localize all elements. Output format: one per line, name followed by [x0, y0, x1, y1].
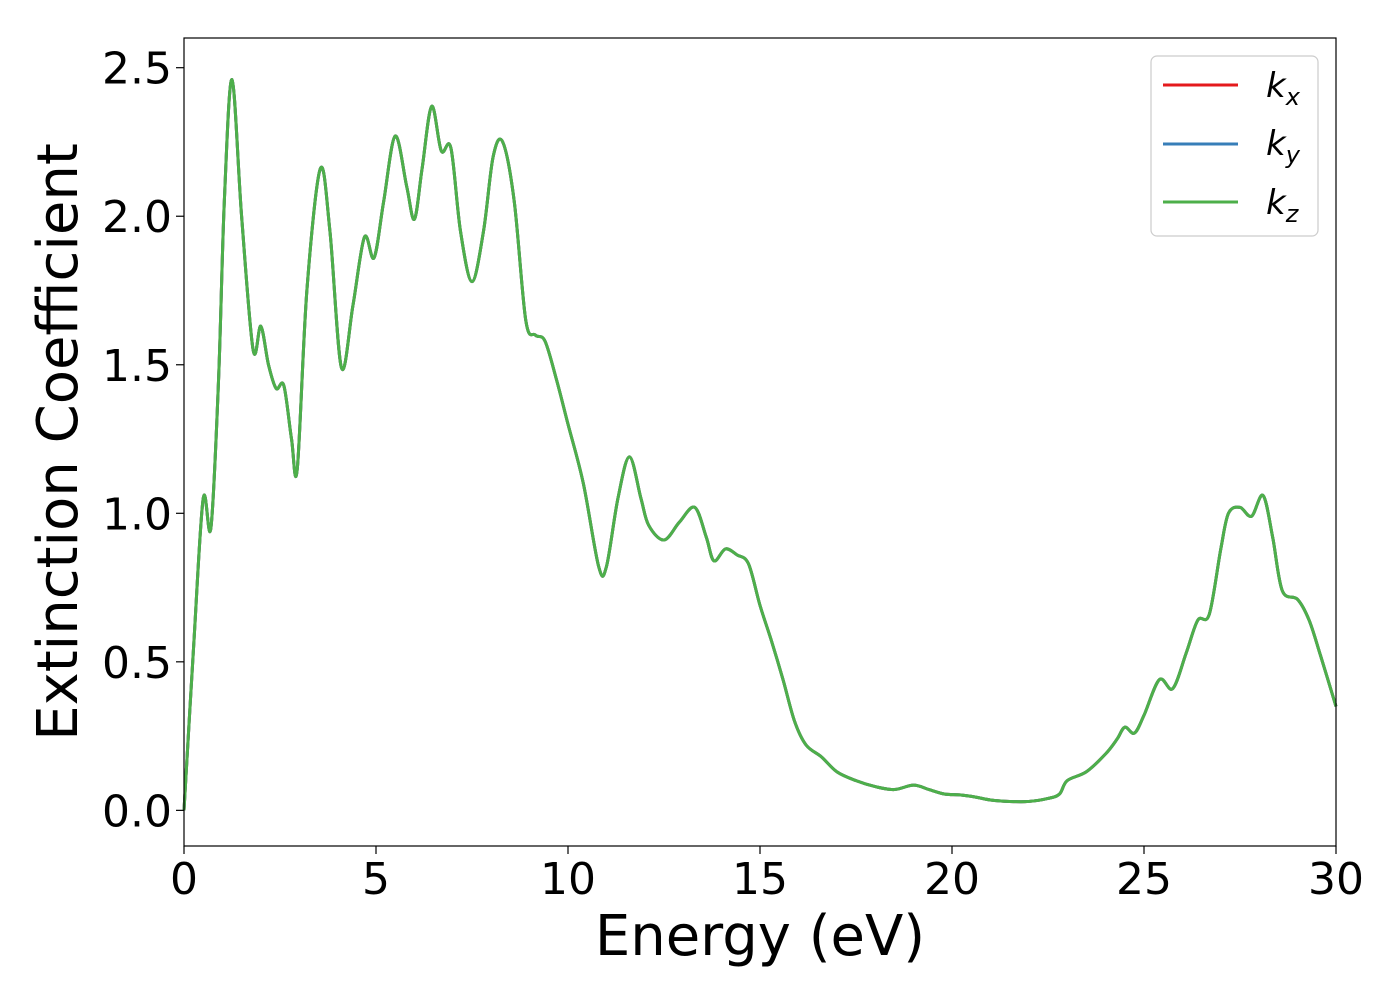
x-axis-ticks: 0 5 10 15 20 25 30 [170, 846, 1364, 905]
legend: kx ky kz [1150, 55, 1319, 237]
x-tick-label: 25 [1116, 854, 1172, 905]
legend-label-kx: kx [1266, 66, 1301, 111]
y-tick-label: 0.5 [102, 638, 172, 689]
series-lines [182, 78, 1338, 811]
legend-label-kx-sub: x [1285, 83, 1301, 111]
x-tick-label: 30 [1308, 854, 1364, 905]
plot-area [184, 38, 1336, 846]
x-tick-label: 0 [170, 854, 198, 905]
y-tick-label: 1.5 [102, 341, 172, 392]
y-tick-label: 2.5 [102, 44, 172, 95]
legend-label-kz-base: k [1266, 183, 1287, 223]
y-tick-label: 0.0 [102, 786, 172, 837]
x-tick-label: 15 [732, 854, 788, 905]
y-axis-label: Extinction Coefficient [26, 143, 91, 741]
legend-label-kx-base: k [1266, 66, 1287, 106]
y-tick-label: 1.0 [102, 489, 172, 540]
y-tick-label: 2.0 [102, 192, 172, 243]
legend-label-ky-base: k [1266, 124, 1287, 164]
x-tick-label: 20 [924, 854, 980, 905]
x-tick-label: 5 [362, 854, 390, 905]
legend-label-kz-sub: z [1285, 200, 1300, 228]
series-line-kz [182, 78, 1338, 811]
x-tick-label: 10 [540, 854, 596, 905]
x-axis-label: Energy (eV) [595, 904, 925, 969]
legend-label-ky-sub: y [1285, 141, 1301, 169]
legend-label-kz: kz [1266, 183, 1300, 228]
y-axis-ticks: 0.0 0.5 1.0 1.5 2.0 2.5 [102, 44, 184, 837]
legend-label-ky: ky [1266, 124, 1301, 169]
legend-box [1150, 55, 1319, 237]
